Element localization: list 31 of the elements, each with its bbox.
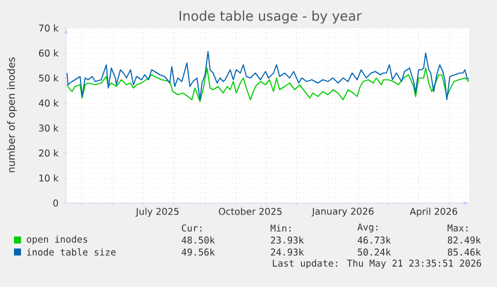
y-tick-label: 70 k: [39, 24, 59, 32]
text: Last update: Thu May 21 23:35:51 2026: [272, 259, 482, 269]
text: 82.49k: [448, 236, 481, 244]
text: Avg:: [357, 224, 378, 232]
chart-title: Inode table usage - by year: [180, 10, 362, 24]
y-tick-label: 60 k: [39, 49, 59, 57]
x-tick-label: July 2025: [135, 208, 179, 217]
text: 85.46k: [448, 248, 481, 256]
y-tick-label: 40 k: [38, 99, 59, 107]
text: 48.50k: [182, 236, 215, 244]
y-tick-label: 20 k: [39, 149, 59, 157]
y-tick-label: 30 k: [39, 124, 59, 132]
text: Cur:: [182, 224, 202, 232]
legend-label: open inodes: [26, 235, 88, 245]
line-series: [66, 67, 469, 102]
text: 23.93k: [270, 236, 304, 244]
text: 50.24k: [358, 248, 391, 256]
text: 24.93k: [270, 248, 304, 256]
x-tick-label: April 2026: [410, 208, 458, 217]
text: 49.56k: [182, 248, 215, 256]
x-tick-label: January 2026: [312, 208, 374, 217]
text: Max:: [448, 224, 468, 232]
y-tick-label: 50 k: [39, 74, 59, 82]
y-axis-title: number of open inodes: [7, 57, 17, 172]
x-tick-label: October 2025: [218, 208, 282, 215]
legend-label: inode table size: [27, 248, 116, 256]
line-series: [66, 50, 469, 100]
y-tick-label: 0: [53, 199, 58, 207]
y-tick-label: 10 k: [39, 174, 59, 182]
text: 46.73k: [358, 236, 391, 244]
text: Min:: [270, 224, 290, 232]
